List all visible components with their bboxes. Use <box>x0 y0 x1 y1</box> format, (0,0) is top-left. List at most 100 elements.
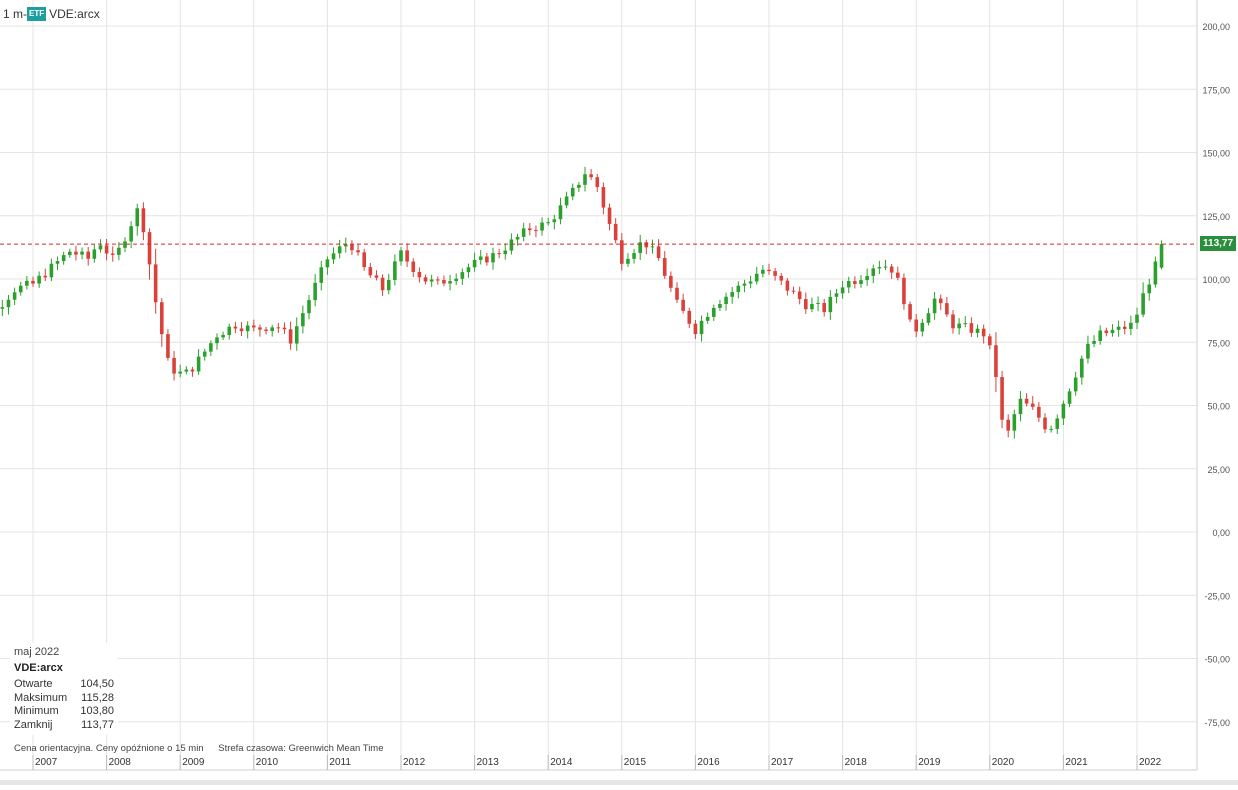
candle-body <box>0 307 5 309</box>
candle-body <box>865 275 869 281</box>
candle-body <box>337 246 342 254</box>
candle-body <box>908 304 912 320</box>
candle-body <box>577 184 581 188</box>
candle-body <box>1006 419 1010 431</box>
y-tick-label: -50,00 <box>1204 655 1230 665</box>
candle-body <box>693 323 698 335</box>
candle-body <box>515 236 520 240</box>
candle-body <box>840 287 845 294</box>
candle-body <box>932 298 937 314</box>
candle-body <box>595 177 600 188</box>
x-tick-label: 2010 <box>256 757 279 768</box>
candle-body <box>245 325 250 332</box>
candle-body <box>1073 377 1078 392</box>
infobox-label: Minimum <box>14 705 59 717</box>
candle-body <box>288 329 293 344</box>
x-tick-label: 2007 <box>35 757 58 768</box>
candle-body <box>497 253 501 255</box>
candle-body <box>1129 322 1133 329</box>
candle-body <box>724 296 728 305</box>
y-tick-label: 175,00 <box>1202 85 1230 95</box>
candle-body <box>1037 406 1041 418</box>
x-tick-label: 2021 <box>1065 757 1088 768</box>
candle-body <box>613 223 618 241</box>
candle-body <box>491 253 495 263</box>
candle-body <box>632 253 636 259</box>
candle-body <box>589 174 593 178</box>
candle-body <box>662 258 667 276</box>
candle-body <box>86 251 90 259</box>
candle-body <box>74 251 78 255</box>
candle-body <box>779 275 784 281</box>
infobox-row-high: Maksimum 115,28 <box>14 692 114 706</box>
candle-body <box>846 281 851 288</box>
candle-body <box>742 283 747 286</box>
timezone-notice: Strefa czasowa: Greenwich Mean Time <box>218 743 384 754</box>
candle-body <box>1018 398 1023 415</box>
candle-body <box>80 251 84 255</box>
candle-body <box>153 264 158 303</box>
candle-body <box>442 280 446 284</box>
candle-body <box>160 302 164 335</box>
candle-body <box>650 246 655 248</box>
candle-body <box>718 304 722 308</box>
candle-body <box>828 296 833 313</box>
x-tick-label: 2011 <box>329 757 351 768</box>
infobox-row-open: Otwarte 104,50 <box>14 678 114 692</box>
candle-body <box>405 250 409 262</box>
candle-body <box>141 208 146 233</box>
candle-body <box>196 356 201 372</box>
infobox-value: 104,50 <box>80 678 114 690</box>
ohlc-infobox: maj 2022 VDE:arcx Otwarte 104,50 Maksimu… <box>10 643 118 735</box>
candle-body <box>252 325 256 328</box>
candle-body <box>503 250 508 255</box>
candle-body <box>258 327 262 330</box>
infobox-value: 103,80 <box>80 705 114 717</box>
candle-body <box>896 272 900 278</box>
candle-body <box>1067 391 1072 404</box>
x-tick-label: 2009 <box>182 757 205 768</box>
candle-body <box>227 326 232 335</box>
candle-body <box>969 323 974 333</box>
price-axis[interactable]: 200,00 175,00 150,00 125,00 100,00 75,00 50,00… <box>1196 0 1230 770</box>
candle-body <box>583 174 587 185</box>
time-axis[interactable]: 2006200720082009201020112012201320142015… <box>0 755 1197 771</box>
candle-body <box>276 327 281 329</box>
candle-body <box>1104 330 1109 334</box>
symbol-label[interactable]: VDE:arcx <box>49 7 100 21</box>
candle-body <box>687 310 692 324</box>
candle-body <box>834 293 839 297</box>
candle-body <box>797 291 802 300</box>
candle-body <box>816 302 820 304</box>
horizontal-scrollbar[interactable] <box>0 780 1238 785</box>
x-tick-label: 2008 <box>109 757 132 768</box>
candle-body <box>135 208 140 227</box>
candle-body <box>221 334 225 338</box>
candle-body <box>1080 358 1084 378</box>
candle-body <box>926 313 931 323</box>
candle-body <box>804 299 808 310</box>
candle-body <box>736 285 741 293</box>
candle-body <box>460 272 465 279</box>
candle-body <box>902 277 906 305</box>
candle-body <box>1092 340 1096 344</box>
x-tick-label: 2016 <box>697 757 720 768</box>
candle-body <box>773 271 777 276</box>
candle-body <box>1055 418 1060 429</box>
candle-body <box>1147 284 1152 294</box>
candle-body <box>994 345 998 378</box>
candle-body <box>356 250 360 253</box>
candle-body <box>294 326 299 344</box>
candle-body <box>380 277 385 291</box>
interval-label[interactable]: 1 m-c <box>3 7 33 21</box>
candle-body <box>883 266 888 268</box>
x-tick-label: 2013 <box>477 757 500 768</box>
vertical-gridlines <box>32 0 1138 770</box>
delay-notice: Cena orientacyjna. Ceny opóźnione o 15 m… <box>14 743 204 754</box>
infobox-row-low: Minimum 103,80 <box>14 705 114 719</box>
candle-body <box>37 275 41 284</box>
candle-body <box>411 261 416 272</box>
candle-body <box>43 275 48 278</box>
y-tick-label: 50,00 <box>1207 402 1230 412</box>
